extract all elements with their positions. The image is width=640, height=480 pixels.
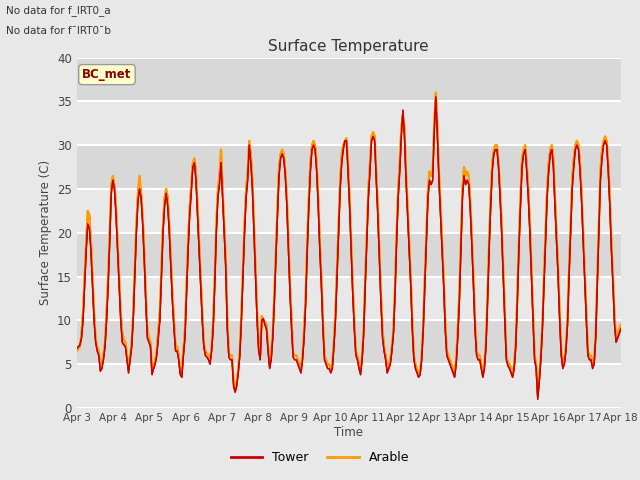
Legend: Tower, Arable: Tower, Arable bbox=[226, 446, 414, 469]
Text: No data for f¯IRT0¯b: No data for f¯IRT0¯b bbox=[6, 26, 111, 36]
Bar bbox=[77, 233, 621, 276]
Bar bbox=[77, 364, 621, 408]
Bar bbox=[77, 189, 621, 233]
Bar bbox=[77, 321, 621, 364]
Bar bbox=[77, 58, 621, 101]
Bar bbox=[77, 145, 621, 189]
Bar bbox=[77, 101, 621, 145]
Text: BC_met: BC_met bbox=[82, 68, 132, 81]
Text: No data for f_IRT0_a: No data for f_IRT0_a bbox=[6, 5, 111, 16]
Bar bbox=[77, 276, 621, 321]
Y-axis label: Surface Temperature (C): Surface Temperature (C) bbox=[38, 160, 51, 305]
X-axis label: Time: Time bbox=[334, 426, 364, 439]
Title: Surface Temperature: Surface Temperature bbox=[269, 39, 429, 54]
